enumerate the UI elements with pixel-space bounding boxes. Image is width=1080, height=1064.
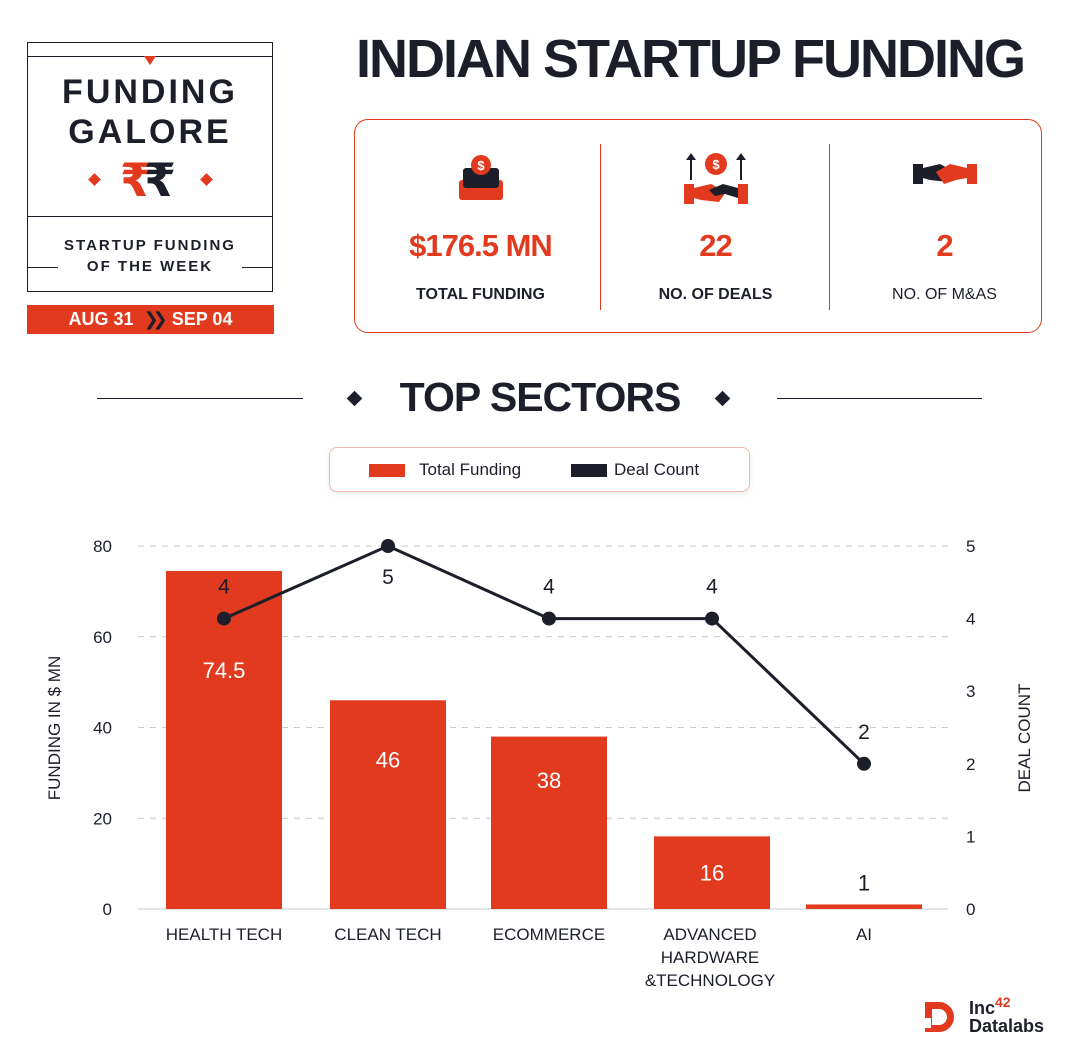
diamond-icon [200, 173, 213, 186]
diamond-icon [88, 173, 101, 186]
deal-count-point [217, 611, 231, 626]
y2-tick-label: 2 [966, 755, 975, 774]
legend-label-deal-count: Deal Count [614, 460, 700, 479]
stat-m-and-as: 2 NO. OF M&AS [830, 120, 1059, 332]
category-label: ECOMMERCE [493, 925, 605, 944]
bar-value-label: 1 [858, 870, 870, 895]
double-chevron-right-icon: ❯❯ [143, 309, 168, 329]
stat-deals: $ 22 NO. OF DEALS [601, 120, 830, 332]
deal-count-label: 4 [543, 576, 555, 599]
section-rule-left [97, 398, 303, 399]
stat-value: 2 [936, 228, 953, 263]
category-label: CLEAN TECH [334, 925, 441, 944]
stat-label: TOTAL FUNDING [416, 286, 545, 303]
y-tick-label: 40 [93, 719, 112, 738]
stats-panel: $ $176.5 MN TOTAL FUNDING $ 22 NO. OF DE… [354, 119, 1042, 333]
category-label: HEALTH TECH [166, 925, 283, 944]
y2-tick-label: 3 [966, 682, 975, 701]
section-title: TOP SECTORS [399, 374, 682, 420]
diamond-icon [346, 390, 363, 407]
date-from: AUG 31 [68, 309, 134, 329]
bar [330, 700, 446, 909]
badge-subtitle-line1: STARTUP FUNDING [64, 237, 236, 254]
stat-label: NO. OF DEALS [658, 286, 773, 303]
badge-title-line1: FUNDING [62, 73, 238, 111]
svg-text:$: $ [712, 157, 720, 172]
deal-count-point [381, 539, 395, 553]
legend-swatch-total-funding [369, 464, 405, 477]
diamond-icon [714, 390, 731, 407]
legend-label-total-funding: Total Funding [419, 460, 522, 479]
stat-total-funding: $ $176.5 MN TOTAL FUNDING [366, 120, 595, 332]
category-label: AI [856, 925, 872, 944]
bar [806, 904, 922, 909]
deal-count-point [542, 611, 556, 626]
y-tick-label: 60 [93, 628, 112, 647]
handshake-deal-icon: $ [683, 153, 748, 204]
stat-value: 22 [699, 228, 732, 263]
svg-text:$: $ [477, 158, 485, 173]
category-label: &TECHNOLOGY [645, 971, 775, 990]
y-axis-title: FUNDING IN $ MN [45, 656, 64, 801]
y-tick-label: 20 [93, 809, 112, 828]
stat-label: NO. OF M&AS [892, 286, 997, 303]
stat-divider [600, 144, 601, 310]
brand-line1: Inc42 [969, 994, 1011, 1018]
bar [491, 736, 607, 909]
y2-tick-label: 1 [966, 827, 975, 846]
y2-axis-title: DEAL COUNT [1015, 684, 1034, 793]
inc42-datalabs-logo: Inc42 Datalabs [921, 994, 1061, 1040]
rupee-icon: ₹ [144, 154, 177, 206]
badge-subtitle-line2: OF THE WEEK [86, 258, 214, 275]
badge-notch-icon [144, 56, 156, 65]
badge-divider [28, 216, 272, 217]
deal-count-point [857, 756, 871, 771]
badge-sub-rule-left [28, 267, 58, 268]
section-rule-right [777, 398, 982, 399]
stat-value: $176.5 MN [409, 228, 553, 263]
legend-swatch-deal-count [571, 464, 607, 477]
money-box-icon: $ [458, 155, 503, 200]
funding-galore-badge: FUNDING GALORE ₹ ₹ STARTUP FUNDING OF TH… [27, 42, 273, 292]
deal-count-label: 2 [858, 721, 870, 744]
handshake-icon [912, 164, 977, 184]
deal-count-point [705, 611, 719, 626]
y-tick-label: 80 [93, 537, 112, 556]
bar-value-label: 74.5 [203, 658, 246, 683]
rupee-icon: ₹ [120, 154, 153, 206]
category-label: ADVANCED [663, 925, 756, 944]
bar [166, 570, 282, 909]
brand-line2: Datalabs [969, 1016, 1045, 1036]
bar-value-label: 38 [537, 768, 561, 793]
badge-sub-rule-right [242, 267, 272, 268]
badge-title-line2: GALORE [68, 113, 232, 151]
deal-count-label: 4 [706, 576, 718, 599]
page-title: INDIAN STARTUP FUNDING [356, 29, 1026, 89]
y2-tick-label: 4 [966, 610, 975, 629]
datalabs-mark-icon [921, 1002, 954, 1032]
bar-value-label: 46 [376, 748, 400, 773]
rupee-icon-row: ₹ ₹ [28, 154, 272, 206]
y-tick-label: 0 [103, 900, 112, 919]
deal-count-label: 4 [218, 576, 230, 599]
deal-count-label: 5 [382, 566, 394, 589]
date-to: SEP 04 [171, 309, 233, 329]
bar-value-label: 16 [700, 861, 724, 886]
category-label: HARDWARE [661, 948, 760, 967]
y2-tick-label: 0 [966, 900, 975, 919]
bar [654, 836, 770, 909]
stat-divider [829, 144, 830, 310]
chart-legend: Total Funding Deal Count [329, 447, 750, 492]
date-range-banner: AUG 31 ❯❯ SEP 04 [27, 305, 274, 334]
y2-tick-label: 5 [966, 537, 975, 556]
sector-funding-chart: 74.5 46 38 16 1 4 5 4 4 2 0 20 40 60 80 0 1 2 3 4 5 HEALTH T… [45, 537, 1034, 990]
